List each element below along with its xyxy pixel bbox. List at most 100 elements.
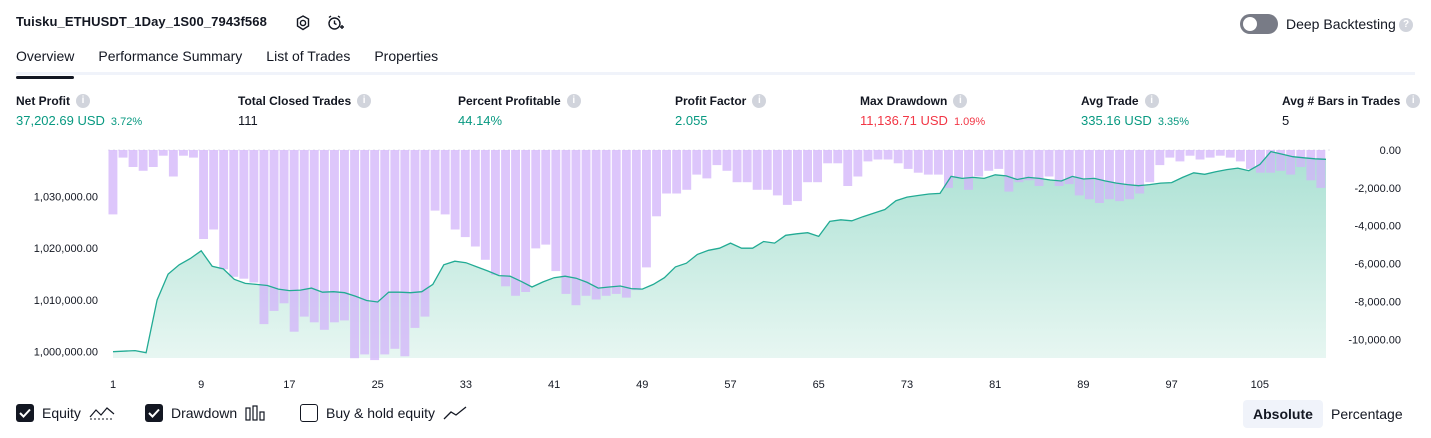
drawdown-bar xyxy=(410,150,420,328)
info-icon[interactable]: i xyxy=(1144,94,1159,108)
metric-label: Max Drawdown xyxy=(860,94,948,108)
drawdown-bar xyxy=(1034,150,1044,186)
drawdown-bar xyxy=(158,150,168,156)
metric-label: Avg # Bars in Trades xyxy=(1282,94,1401,108)
drawdown-bar xyxy=(1246,150,1255,169)
drawdown-bar xyxy=(813,150,822,183)
x-axis-tick-label: 1 xyxy=(110,379,116,391)
drawdown-bar xyxy=(1074,150,1084,196)
tab-divider xyxy=(16,72,1415,75)
tab-performance-summary[interactable]: Performance Summary xyxy=(98,48,243,64)
drawdown-bar xyxy=(762,150,772,190)
info-icon[interactable]: i xyxy=(953,94,968,108)
tab-properties[interactable]: Properties xyxy=(374,48,439,64)
absolute-button[interactable]: Absolute xyxy=(1243,400,1323,428)
drawdown-bar xyxy=(1115,150,1124,202)
right-axis-tick-label: 0.00 xyxy=(1380,145,1401,157)
metric-value: 111 xyxy=(238,113,258,128)
drawdown-bar xyxy=(1306,150,1316,181)
help-icon[interactable]: ? xyxy=(1399,18,1413,32)
tab-bar: Overview Performance Summary List of Tra… xyxy=(16,48,439,79)
metric-label: Profit Factor xyxy=(675,94,747,108)
drawdown-toggle[interactable]: Drawdown xyxy=(145,404,267,422)
metric-net-profit: Net Profit i 37,202.69 USD 3.72% xyxy=(16,94,142,128)
metric-avg-trade: Avg Trade i 335.16 USD 3.35% xyxy=(1081,94,1189,128)
drawdown-bar xyxy=(108,150,118,215)
drawdown-bar xyxy=(1316,150,1326,188)
left-axis-tick-label: 1,020,000.00 xyxy=(34,243,98,255)
metric-total-closed-trades: Total Closed Trades i 111 xyxy=(238,94,372,128)
tab-overview[interactable]: Overview xyxy=(16,48,75,79)
deep-backtesting-toggle[interactable] xyxy=(1240,14,1278,34)
x-axis-tick-label: 81 xyxy=(989,379,1001,391)
drawdown-bar xyxy=(722,150,732,171)
metric-value: 335.16 USD xyxy=(1081,113,1152,128)
drawdown-bar xyxy=(249,150,259,283)
drawdown-bar xyxy=(631,150,641,291)
tab-list-of-trades[interactable]: List of Trades xyxy=(266,48,351,64)
drawdown-bar xyxy=(219,150,229,270)
drawdown-bar xyxy=(662,150,671,194)
buyhold-label: Buy & hold equity xyxy=(326,405,435,421)
metric-label: Total Closed Trades xyxy=(238,94,352,108)
drawdown-bar xyxy=(189,150,198,158)
drawdown-bar xyxy=(289,150,299,332)
equity-drawdown-chart[interactable]: 1,030,000.00 1,020,000.00 1,010,000.00 1,00… xyxy=(0,140,1431,395)
left-axis: 1,030,000.00 1,020,000.00 1,010,000.00 1,00… xyxy=(34,192,98,359)
strategy-title: Tuisku_ETHUSDT_1Day_1S00_7943f568 xyxy=(16,14,267,29)
drawdown-bar xyxy=(269,150,279,311)
info-icon[interactable]: i xyxy=(76,94,90,108)
drawdown-bar xyxy=(732,150,742,183)
info-icon[interactable]: i xyxy=(357,94,372,108)
metric-profit-factor: Profit Factor i 2.055 xyxy=(675,94,767,128)
drawdown-bar xyxy=(984,150,994,171)
metric-label: Avg Trade xyxy=(1081,94,1139,108)
add-alert-icon[interactable] xyxy=(326,14,344,32)
metric-percent-profitable: Percent Profitable i 44.14% xyxy=(458,94,581,128)
drawdown-bar xyxy=(833,150,843,164)
equity-label: Equity xyxy=(42,405,81,421)
drawdown-bar xyxy=(782,150,792,205)
drawdown-bar xyxy=(1165,150,1175,158)
equity-checkbox[interactable] xyxy=(16,404,34,422)
drawdown-bar xyxy=(752,150,762,190)
buyhold-toggle[interactable]: Buy & hold equity xyxy=(300,404,467,422)
drawdown-bar xyxy=(702,150,712,179)
drawdown-bar xyxy=(1044,150,1054,177)
drawdown-bar xyxy=(913,150,923,173)
drawdown-bar xyxy=(259,150,269,325)
drawdown-bar xyxy=(1105,150,1114,200)
drawdown-bar xyxy=(118,150,128,158)
left-axis-tick-label: 1,030,000.00 xyxy=(34,192,98,204)
equity-line xyxy=(112,150,1327,354)
drawdown-bar xyxy=(591,150,601,300)
info-icon[interactable]: i xyxy=(752,94,767,108)
drawdown-bar xyxy=(239,150,249,279)
x-axis-tick-label: 57 xyxy=(724,379,736,391)
drawdown-bar xyxy=(480,150,490,260)
metric-percent: 1.09% xyxy=(953,116,986,128)
settings-icon[interactable] xyxy=(294,14,312,32)
metric-label: Net Profit xyxy=(16,94,70,108)
equity-toggle[interactable]: Equity xyxy=(16,404,115,422)
drawdown-bar xyxy=(923,150,933,175)
info-icon[interactable]: i xyxy=(1406,94,1421,108)
drawdown-bar xyxy=(954,150,963,179)
x-axis-tick-label: 25 xyxy=(372,379,384,391)
drawdown-bar xyxy=(571,150,581,306)
info-icon[interactable]: i xyxy=(566,94,581,108)
drawdown-bar xyxy=(1185,150,1195,156)
drawdown-bar xyxy=(1135,150,1145,194)
percentage-button[interactable]: Percentage xyxy=(1331,406,1403,422)
metric-avg-bars: Avg # Bars in Trades i 5 xyxy=(1282,94,1421,128)
x-axis-tick-label: 65 xyxy=(813,379,825,391)
drawdown-bar xyxy=(168,150,178,177)
drawdown-bar xyxy=(793,150,802,202)
drawdown-bar xyxy=(309,150,319,323)
drawdown-checkbox[interactable] xyxy=(145,404,163,422)
drawdown-bar xyxy=(128,150,138,167)
drawdown-bar xyxy=(521,150,531,292)
drawdown-bar xyxy=(692,150,702,175)
buyhold-checkbox[interactable] xyxy=(300,404,318,422)
drawdown-bar xyxy=(803,150,812,183)
